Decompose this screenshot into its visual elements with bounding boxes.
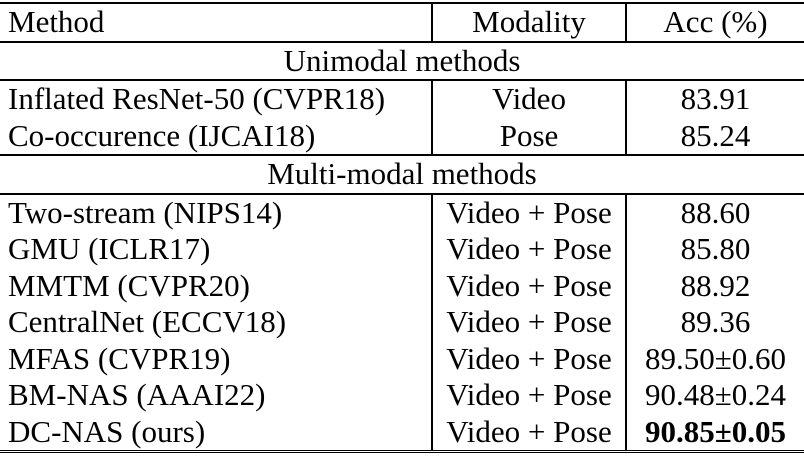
cell-method: GMU (ICLR17) <box>8 231 211 267</box>
cell-method: MFAS (CVPR19) <box>8 340 231 376</box>
cell-method: Two-stream (NIPS14) <box>0 192 432 231</box>
section-header-row: Unimodal methods <box>0 40 804 80</box>
cell-modality: Video + Pose <box>431 267 626 304</box>
header-row: Method Modality Acc (%) <box>0 2 804 42</box>
cell-method: CentralNet (ECCV18) <box>8 304 287 340</box>
table-row: Co-occurence (IJCAI18) Pose 85.24 <box>0 117 804 155</box>
table-row: GMU (ICLR17) Video + Pose 85.80 <box>0 231 804 268</box>
section-title: Multi-modal methods <box>0 154 804 194</box>
table-row: Two-stream (NIPS14) Video + Pose 88.60 <box>0 192 804 231</box>
header-modality: Modality <box>431 2 626 42</box>
cell-acc: 85.80 <box>625 231 804 268</box>
cell-modality: Video + Pose <box>431 340 626 377</box>
cell-method: Co-occurence (IJCAI18) <box>8 117 316 153</box>
cell-modality: Video + Pose <box>431 377 626 414</box>
header-method: Method <box>0 2 432 42</box>
cell-modality: Video + Pose <box>431 231 626 268</box>
cell-acc: 89.36 <box>625 304 804 341</box>
cell-acc: 89.50±0.60 <box>625 340 804 377</box>
cell-acc: 85.24 <box>625 117 804 155</box>
cell-method: MMTM (CVPR20) <box>8 267 251 303</box>
cell-modality: Video + Pose <box>431 192 626 231</box>
cell-acc: 83.91 <box>625 79 804 118</box>
table-row: BM-NAS (AAAI22) Video + Pose 90.48±0.24 <box>0 377 804 414</box>
cell-modality: Video <box>431 79 626 118</box>
table-row: MFAS (CVPR19) Video + Pose 89.50±0.60 <box>0 340 804 377</box>
table-row: DC-NAS (ours) Video + Pose 90.85±0.05 <box>0 413 804 453</box>
cell-acc: 88.60 <box>625 192 804 231</box>
section-header-row: Multi-modal methods <box>0 154 804 194</box>
cell-method: DC-NAS (ours) <box>0 413 432 453</box>
cell-method: BM-NAS (AAAI22) <box>8 377 266 413</box>
cell-acc: 90.48±0.24 <box>625 377 804 414</box>
table-row: MMTM (CVPR20) Video + Pose 88.92 <box>0 267 804 304</box>
header-acc: Acc (%) <box>625 2 804 42</box>
table-row: Inflated ResNet-50 (CVPR18) Video 83.91 <box>0 79 804 118</box>
cell-modality: Pose <box>431 117 626 155</box>
cell-method: Inflated ResNet-50 (CVPR18) <box>0 79 432 118</box>
section-title: Unimodal methods <box>0 40 804 80</box>
table-row: CentralNet (ECCV18) Video + Pose 89.36 <box>0 304 804 341</box>
cell-modality: Video + Pose <box>431 304 626 341</box>
cell-acc: 88.92 <box>625 267 804 304</box>
cell-acc: 90.85±0.05 <box>625 413 804 453</box>
cell-modality: Video + Pose <box>431 413 626 453</box>
results-table: Method Modality Acc (%) Unimodal methods… <box>0 2 804 453</box>
